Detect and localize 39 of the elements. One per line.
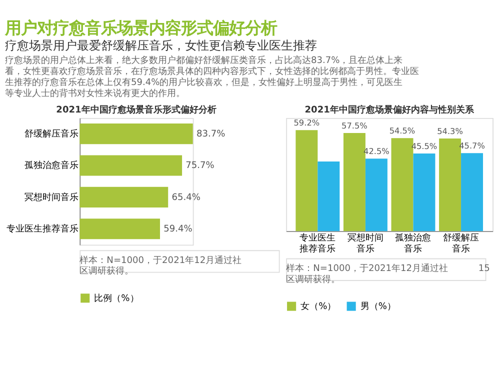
legend-label: 女（%） xyxy=(300,301,336,312)
bar xyxy=(80,124,193,144)
bar xyxy=(343,132,366,232)
x-tick-label: 冥想时间音乐 xyxy=(347,232,384,255)
chart-title: 2021年中国疗愈场景偏好内容与性别关系 xyxy=(304,104,475,116)
data-label: 54.5% xyxy=(389,126,416,136)
bar xyxy=(80,186,168,208)
bar xyxy=(461,153,484,232)
text: 疗愈场景用户最爱舒缓解压音乐，女性更信赖专业医生推荐 xyxy=(4,38,317,53)
data-label: 54.3% xyxy=(437,126,464,136)
x-tick-label: 孤独治愈音乐 xyxy=(395,232,432,255)
data-label: 59.4% xyxy=(164,224,193,235)
x-tick-label: 舒缓解压音乐 xyxy=(443,232,480,255)
bar xyxy=(413,153,436,232)
text: 用户对疗愈音乐场景内容形式偏好分析 xyxy=(4,18,277,38)
y-tick-label: 冥想时间音乐 xyxy=(24,192,78,203)
data-label: 65.4% xyxy=(172,192,201,203)
data-label: 83.7% xyxy=(196,130,226,140)
y-tick-label: 舒缓解压音乐 xyxy=(24,128,78,140)
bar xyxy=(391,138,414,232)
data-label: 75.7% xyxy=(186,161,215,172)
bar xyxy=(80,218,160,240)
bar xyxy=(296,130,318,232)
bar xyxy=(318,162,340,232)
text: 15 xyxy=(478,264,490,274)
bar xyxy=(439,138,462,232)
text: 疗愈场景的用户总体上来看，绝大多数用户都偏好舒缓解压类音乐，占比高达83.7%，且在总体上来看，女性更喜欢疗愈场景音乐，在疗愈场景具体的四种内容形式下，女性选择的比例都高于男性。专业医生推荐的疗愈音乐在总体上仅有59.4%的用户比较喜欢，但是，女性偏好上明显高于男性，可见医生等专业人士的背书对女性来说有更大的作用。 xyxy=(4,55,419,99)
chart-title: 2021年中国疗愈场景音乐形式偏好分析 xyxy=(56,104,216,116)
legend-label: 男（%） xyxy=(360,301,396,312)
bar xyxy=(365,158,388,232)
legend-label: 比例（%） xyxy=(94,292,139,304)
y-tick-label: 专业医生推荐音乐 xyxy=(6,224,78,235)
text: 样本：N=1000，于2021年12月通过社区调研获得。 xyxy=(286,262,448,285)
data-label: 59.2% xyxy=(294,118,320,128)
text: 样本：N=1000，于2021年12月通过社区调研获得。 xyxy=(80,254,242,277)
bar xyxy=(80,155,182,176)
data-label: 57.5% xyxy=(342,120,368,130)
y-tick-label: 孤独治愈音乐 xyxy=(24,160,78,172)
x-tick-label: 专业医生推荐音乐 xyxy=(300,232,336,255)
